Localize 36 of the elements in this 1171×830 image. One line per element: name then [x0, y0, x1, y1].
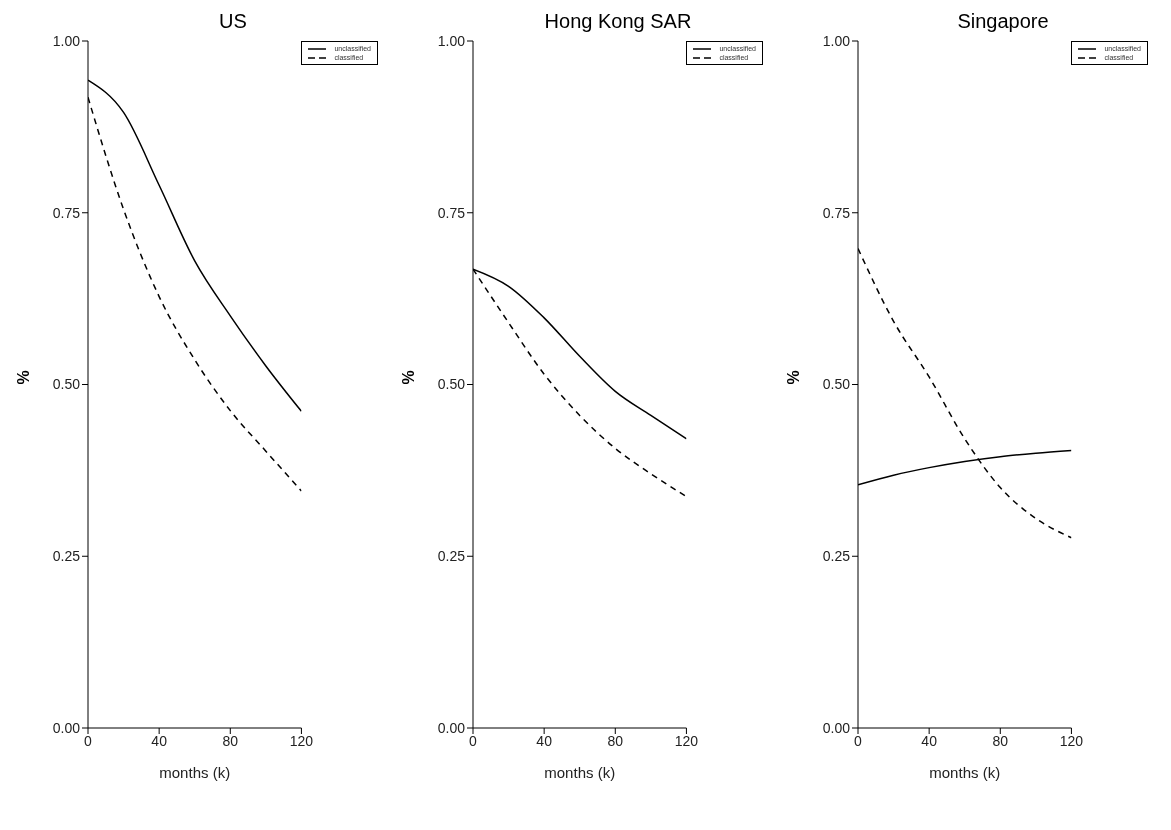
- y-tick-label: 0.25: [822, 548, 851, 565]
- y-tick-label: 0.50: [52, 376, 81, 393]
- x-tick-label: 120: [674, 732, 699, 749]
- x-tick-label: 120: [289, 732, 314, 749]
- y-tick-label: 1.00: [822, 32, 851, 49]
- y-tick-label: 1.00: [437, 32, 466, 49]
- x-tick-label: 0: [854, 732, 863, 749]
- y-tick-label: 0.00: [437, 719, 466, 736]
- y-tick-label: 0.50: [437, 376, 466, 393]
- y-tick-label: 0.75: [52, 204, 81, 221]
- y-tick-label: 0.75: [437, 204, 466, 221]
- x-tick-label: 40: [921, 732, 938, 749]
- y-axis-title: %: [14, 370, 32, 385]
- x-tick-label: 0: [469, 732, 478, 749]
- y-axis-title: %: [399, 370, 417, 385]
- y-axis-title: %: [784, 370, 802, 385]
- y-tick-label: 0.25: [437, 548, 466, 565]
- x-axis-title: months (k): [929, 764, 1001, 781]
- y-tick-label: 1.00: [52, 32, 81, 49]
- x-tick-label: 80: [222, 732, 239, 749]
- x-axis-title: months (k): [159, 764, 231, 781]
- y-tick-label: 0.00: [822, 719, 851, 736]
- x-axis-title: months (k): [544, 764, 616, 781]
- chart-title: Hong Kong SAR: [543, 10, 693, 33]
- x-tick-label: 0: [84, 732, 93, 749]
- x-tick-label: 120: [1059, 732, 1084, 749]
- x-tick-label: 80: [992, 732, 1009, 749]
- x-tick-label: 80: [607, 732, 624, 749]
- y-tick-label: 0.00: [52, 719, 81, 736]
- y-tick-label: 0.25: [52, 548, 81, 565]
- x-tick-label: 40: [536, 732, 553, 749]
- x-tick-label: 40: [151, 732, 168, 749]
- y-tick-label: 0.75: [822, 204, 851, 221]
- chart-title: US: [218, 10, 248, 33]
- y-tick-label: 0.50: [822, 376, 851, 393]
- chart-title: Singapore: [956, 10, 1050, 33]
